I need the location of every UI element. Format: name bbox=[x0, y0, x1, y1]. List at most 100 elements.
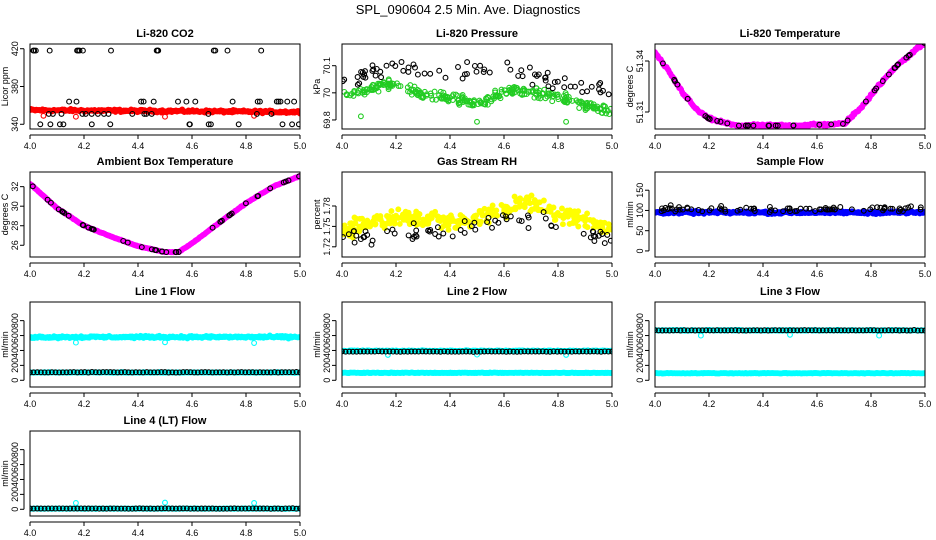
data-point bbox=[433, 348, 440, 355]
data-point bbox=[714, 327, 720, 334]
data-point bbox=[499, 348, 506, 355]
y-tick-label: 0 bbox=[635, 378, 645, 383]
data-point bbox=[580, 100, 587, 107]
data-point bbox=[150, 98, 157, 105]
data-point bbox=[472, 226, 479, 233]
data-point bbox=[896, 327, 903, 334]
data-point bbox=[488, 348, 495, 355]
data-point bbox=[834, 327, 841, 334]
data-point bbox=[895, 208, 902, 215]
data-point bbox=[364, 348, 371, 355]
data-point bbox=[220, 505, 227, 512]
data-point bbox=[169, 505, 176, 512]
data-point bbox=[362, 228, 369, 235]
y-tick-label: 26 bbox=[10, 240, 20, 250]
data-point bbox=[542, 74, 549, 81]
data-point bbox=[245, 505, 252, 512]
data-point bbox=[67, 505, 74, 512]
data-point bbox=[598, 348, 605, 355]
data-point bbox=[561, 84, 568, 91]
y-axis-label: ml/min bbox=[625, 331, 635, 358]
data-point bbox=[594, 348, 601, 355]
x-tick-label: 5.0 bbox=[919, 399, 932, 409]
x-tick-label: 4.0 bbox=[336, 399, 349, 409]
y-tick-label: 51.34 bbox=[635, 50, 645, 73]
data-point bbox=[405, 88, 411, 95]
data-point bbox=[231, 369, 238, 376]
plot-frame bbox=[341, 171, 613, 258]
data-point bbox=[512, 204, 519, 211]
data-point bbox=[407, 216, 414, 223]
data-point bbox=[659, 205, 665, 212]
data-point bbox=[531, 71, 538, 78]
y-axis-label: ml/min bbox=[0, 460, 10, 487]
y-tick-label: 100 bbox=[635, 203, 645, 218]
data-point bbox=[397, 83, 404, 90]
data-point bbox=[794, 327, 801, 334]
data-point bbox=[114, 505, 121, 512]
x-tick-label: 4.0 bbox=[24, 269, 37, 279]
x-tick-label: 4.0 bbox=[24, 528, 37, 538]
data-point bbox=[484, 348, 491, 355]
data-point bbox=[430, 348, 437, 355]
data-point bbox=[260, 505, 267, 512]
data-point bbox=[291, 98, 298, 105]
data-point bbox=[147, 369, 154, 376]
data-point bbox=[878, 327, 885, 334]
data-point bbox=[386, 348, 393, 355]
data-point bbox=[205, 121, 212, 128]
data-point bbox=[502, 203, 508, 210]
data-point bbox=[659, 60, 666, 67]
data-point bbox=[353, 232, 360, 239]
data-point bbox=[392, 63, 399, 69]
data-point bbox=[518, 218, 525, 225]
data-point bbox=[516, 217, 523, 224]
data-point bbox=[750, 205, 757, 212]
data-point bbox=[881, 205, 888, 212]
data-point bbox=[559, 221, 566, 228]
data-point bbox=[56, 505, 63, 512]
data-point bbox=[518, 67, 525, 74]
data-point bbox=[140, 98, 147, 105]
data-point bbox=[445, 220, 452, 226]
data-point bbox=[914, 327, 921, 334]
data-point bbox=[224, 369, 230, 376]
x-tick-label: 4.8 bbox=[240, 141, 253, 151]
data-point bbox=[477, 218, 484, 225]
data-point bbox=[607, 105, 612, 112]
y-axis-label: ml/min bbox=[0, 331, 10, 358]
panel-sample-flow: Sample Flow 4.0 4.2 4.4 4.6 4.8 5.0 0 50 100 150ml… bbox=[625, 156, 931, 279]
data-point bbox=[503, 90, 510, 97]
data-point bbox=[209, 369, 216, 376]
data-point bbox=[92, 505, 99, 512]
data-point bbox=[172, 249, 179, 256]
data-point bbox=[103, 505, 110, 512]
data-point bbox=[175, 98, 181, 105]
data-point bbox=[478, 210, 485, 216]
data-point bbox=[363, 86, 370, 93]
data-point bbox=[676, 206, 683, 213]
data-point bbox=[746, 327, 753, 334]
data-point bbox=[108, 47, 114, 54]
data-point bbox=[138, 244, 145, 251]
data-point bbox=[595, 232, 602, 239]
data-point bbox=[699, 208, 706, 215]
data-point bbox=[251, 500, 258, 506]
data-point bbox=[147, 505, 154, 512]
x-tick-label: 4.4 bbox=[444, 399, 457, 409]
y-tick-label: 420 bbox=[10, 41, 20, 56]
data-point bbox=[766, 203, 773, 210]
y-tick-label: 600 bbox=[10, 328, 20, 343]
data-point bbox=[419, 94, 426, 101]
data-point bbox=[830, 327, 837, 334]
data-point bbox=[537, 95, 544, 102]
data-point bbox=[499, 212, 506, 219]
data-point bbox=[388, 208, 395, 215]
data-point bbox=[162, 339, 168, 346]
y-tick-label: 600 bbox=[635, 328, 645, 343]
panel-li-820-pressure: Li-820 Pressure 4.0 4.2 4.4 4.6 4.8 5.0 69.8 70 7… bbox=[312, 28, 618, 151]
data-point bbox=[605, 91, 612, 98]
data-point bbox=[89, 505, 95, 512]
data-point bbox=[78, 369, 85, 376]
data-point bbox=[596, 81, 603, 88]
